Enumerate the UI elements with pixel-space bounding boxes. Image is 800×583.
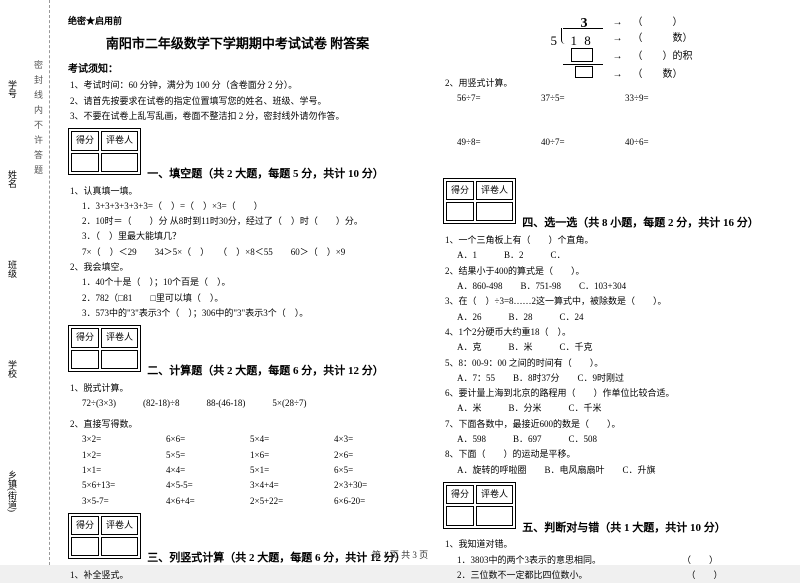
s1-q1-2: 2．10时＝（ ）分 从8时到11时30分，经过了（ ）时（ ）分。	[82, 214, 407, 229]
s4-q6o: A．米 B．分米 C．千米	[457, 401, 782, 416]
div-line	[563, 28, 603, 29]
s1-q2-3: 3．573中的"3"表示3个（ ）；306中的"3"表示3个（ ）。	[82, 306, 407, 321]
s4-q4: 4、1个2分硬币大约重18（ ）。	[445, 325, 782, 340]
s2-q1-row: 72÷(3×3) (82-18)÷8 88-(46-18) 5×(28÷7)	[82, 396, 407, 411]
div-bracket	[561, 28, 569, 44]
field-id: 学号	[6, 80, 19, 98]
s4-q5o: A．7：55 B．8时37分 C．9时刚过	[457, 371, 782, 386]
calc-row-3: 1×1=4×4=5×1=6×5=	[82, 463, 407, 478]
s1-q1-3b: 7×（ ）＜29 34＞5×（ ） （ ）×8＜55 60＞（ ）×9	[82, 245, 407, 260]
s4-q1: 1、一个三角板上有（ ）个直角。	[445, 233, 782, 248]
score-box-1: 得分评卷人	[68, 128, 141, 175]
s1-q1: 1、认真填一填。	[70, 184, 407, 199]
s4-q3o: A．26 B．28 C．24	[457, 310, 782, 325]
score-label: 得分	[71, 131, 99, 150]
s1-q1-1: 1．3+3+3+3+3+3=（ ）=（ ）×3=（ ）	[82, 199, 407, 214]
section-1-title: 一、填空题（共 2 大题，每题 5 分，共计 10 分）	[147, 168, 384, 180]
s4-q2o: A．860-498 B．751-98 C．103+304	[457, 279, 782, 294]
right-column: 3 5 1 8 →（ ） →（ 数） →（ ）的积 →（ 数） 2、用竖式计算。…	[425, 0, 800, 565]
s4-q5: 5、8：00-9：00 之间的时间有（ ）。	[445, 356, 782, 371]
section-2-title: 二、计算题（共 2 大题，每题 6 分，共计 12 分）	[147, 365, 384, 377]
s3-q1: 1、补全竖式。	[70, 568, 407, 583]
sub-line	[563, 64, 603, 65]
section-4-title: 四、选一选（共 8 小题，每题 2 分，共计 16 分）	[522, 217, 759, 229]
label-dividend: （ 数）	[633, 30, 693, 47]
division-diagram: 3 5 1 8 →（ ） →（ 数） →（ ）的积 →（ 数）	[523, 14, 703, 70]
notice-3: 3、不要在试卷上乱写乱画，卷面不整洁扣 2 分，密封线外请勿作答。	[70, 109, 407, 124]
exam-title: 南阳市二年级数学下学期期中考试试卷 附答案	[68, 33, 407, 55]
exam-page: 乡镇(街道) 学校 班级 姓名 学号 密封线内不许答题 绝密★启用前 南阳市二年…	[0, 0, 800, 565]
label-quotient: （ ）	[633, 14, 683, 31]
page-footer: 第 1 页 共 3 页	[0, 548, 800, 561]
field-name: 姓名	[6, 170, 19, 188]
label-product: （ ）的积	[633, 48, 693, 65]
s5-s2: 2．三位数不一定都比四位数小。 （ ）	[457, 568, 782, 583]
s2-q1: 1、脱式计算。	[70, 381, 407, 396]
content-columns: 绝密★启用前 南阳市二年级数学下学期期中考试试卷 附答案 考试须知： 1、考试时…	[50, 0, 800, 565]
notice-2: 2、请首先按要求在试卷的指定位置填写您的姓名、班级、学号。	[70, 94, 407, 109]
s1-q2-2: 2．782（□81 □里可以填（ ）。	[82, 291, 407, 306]
field-school: 学校	[6, 360, 19, 378]
s1-q2: 2、我会填空。	[70, 260, 407, 275]
secret-label: 绝密★启用前	[68, 14, 407, 29]
s4-q4o: A．克 B．米 C．千克	[457, 340, 782, 355]
notice-header: 考试须知：	[68, 61, 407, 78]
score-box-5: 得分评卷人	[443, 482, 516, 529]
calc-row-1: 3×2=6×6=5×4=4×3=	[82, 432, 407, 447]
s4-q3: 3、在（ ）÷3=8……2这一算式中，被除数是（ ）。	[445, 294, 782, 309]
s4-q7: 7、下面各数中，最接近600的数是（ ）。	[445, 417, 782, 432]
calc-row-4: 5×6+13=4×5-5=3×4+4=2×3+30=	[82, 478, 407, 493]
s1-q2-1: 1．40个十是（ ）；10个百是（ ）。	[82, 275, 407, 290]
s4-q6: 6、要计量上海到北京的路程用（ ）作单位比较合适。	[445, 386, 782, 401]
calc-row-5: 3×5-7=4×6+4=2×5+22=6×6-20=	[82, 494, 407, 509]
binding-margin: 乡镇(街道) 学校 班级 姓名 学号 密封线内不许答题	[0, 0, 50, 565]
notice-1: 1、考试时间：60 分钟，满分为 100 分（含卷面分 2 分）。	[70, 78, 407, 93]
field-township: 乡镇(街道)	[6, 470, 19, 512]
s4-q2: 2、结果小于400的算式是（ ）。	[445, 264, 782, 279]
s4-q8o: A．旋转的呼啦圈 B．电风扇扇叶 C．升旗	[457, 463, 782, 478]
grader-label: 评卷人	[101, 131, 138, 150]
seal-text: 密封线内不许答题	[32, 60, 45, 180]
remainder-box	[575, 66, 593, 78]
section-5-title: 五、判断对与错（共 1 大题，共计 10 分）	[522, 522, 726, 534]
divisor: 5	[551, 30, 558, 52]
calc-row-2: 1×2=5×5=1×6=2×6=	[82, 448, 407, 463]
s4-q1o: A．1 B．2 C．	[457, 248, 782, 263]
vcalc-row-1: 56÷7=37÷5=33÷9=	[457, 91, 782, 106]
label-remainder: （ 数）	[633, 66, 683, 83]
s2-q2: 2、直接写得数。	[70, 417, 407, 432]
score-box-2: 得分评卷人	[68, 325, 141, 372]
product-box	[571, 48, 593, 62]
left-column: 绝密★启用前 南阳市二年级数学下学期期中考试试卷 附答案 考试须知： 1、考试时…	[50, 0, 425, 565]
score-box-4: 得分评卷人	[443, 178, 516, 225]
s4-q8: 8、下面（ ）的运动是平移。	[445, 447, 782, 462]
s4-q7o: A．598 B．697 C．508	[457, 432, 782, 447]
s1-q1-3: 3．（ ）里最大能填几？	[82, 229, 407, 244]
field-class: 班级	[6, 260, 19, 278]
vcalc-row-2: 49÷8=40÷7=40÷6=	[457, 135, 782, 150]
